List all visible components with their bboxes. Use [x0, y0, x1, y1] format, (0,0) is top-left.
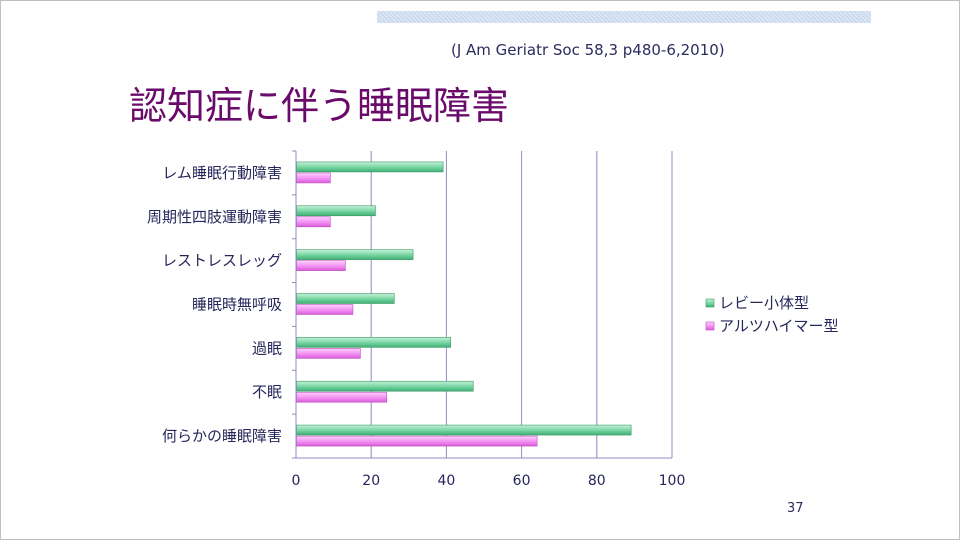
bars: [296, 161, 632, 447]
bar-series2-4: [296, 348, 361, 359]
bar-series1-6: [296, 424, 632, 436]
x-tick-label: 20: [362, 473, 380, 489]
category-label: レストレスレッグ: [162, 252, 282, 270]
x-tick-label: 60: [513, 473, 531, 489]
citation: (J Am Geriatr Soc 58,3 p480-6,2010): [451, 41, 725, 59]
bar-series1-0: [296, 161, 444, 173]
category-label: 何らかの睡眠障害: [162, 427, 282, 445]
x-tick-label: 0: [292, 473, 301, 489]
legend-label-series2: アルツハイマー型: [719, 317, 839, 335]
x-tick-label: 80: [588, 473, 606, 489]
category-label: 不眠: [252, 383, 282, 401]
bar-series2-3: [296, 304, 354, 315]
category-label: 過眠: [252, 339, 282, 357]
x-tick-label: 40: [437, 473, 455, 489]
bar-series2-6: [296, 435, 538, 447]
bar-series1-4: [296, 337, 451, 348]
legend-swatch-series1: [705, 298, 715, 308]
gridlines: [370, 151, 673, 458]
bar-series2-1: [296, 216, 331, 228]
legend-swatch-series2: [705, 321, 715, 331]
legend-label-series1: レビー小体型: [719, 294, 809, 312]
slide-title: 認知症に伴う睡眠障害: [129, 84, 510, 128]
category-label: 周期性四肢運動障害: [147, 208, 282, 226]
bar-series1-5: [296, 380, 474, 392]
page-number: 37: [787, 501, 804, 516]
category-label: 睡眠時無呼吸: [192, 296, 282, 314]
bar-series1-3: [296, 293, 395, 304]
bar-series1-1: [296, 205, 376, 217]
bar-series1-2: [296, 249, 414, 260]
bar-series2-0: [296, 172, 331, 184]
category-label: レム睡眠行動障害: [162, 164, 282, 182]
x-tick-label: 100: [659, 473, 686, 489]
bar-series2-5: [296, 391, 388, 403]
decorative-band: [377, 11, 871, 23]
axes: レム睡眠行動障害周期性四肢運動障害レストレスレッグ睡眠時無呼吸過眠不眠何らかの睡…: [147, 150, 686, 489]
bar-series2-2: [296, 260, 346, 271]
